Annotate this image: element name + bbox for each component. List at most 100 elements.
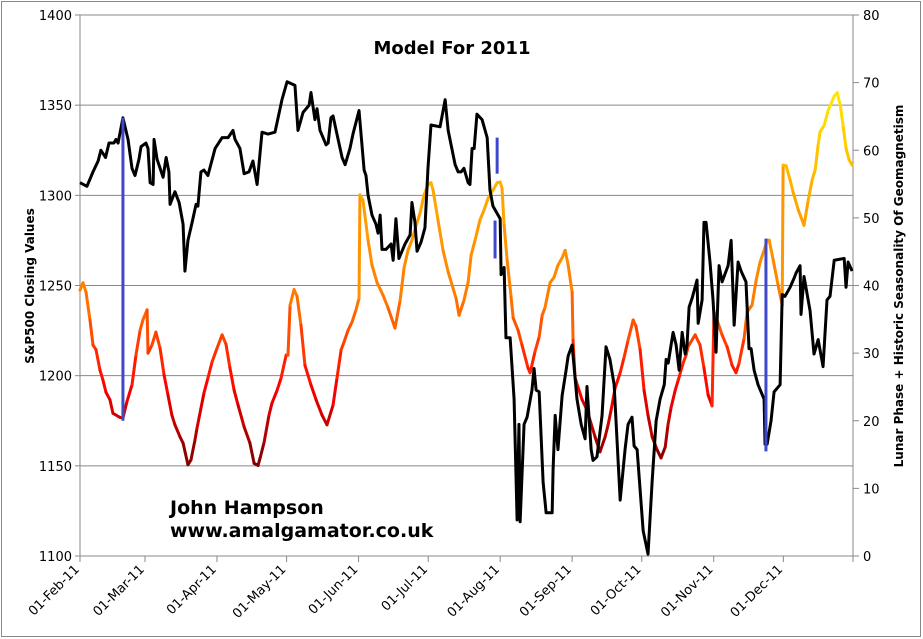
y2-tick-label: 20 <box>863 415 880 430</box>
model-line-segment <box>210 346 219 364</box>
model-line-segment <box>309 383 318 402</box>
model-line-segment <box>288 288 296 307</box>
model-line-segment <box>543 281 552 310</box>
model-line-segment <box>134 328 142 357</box>
model-line-segment <box>528 350 537 375</box>
model-line-segment <box>457 298 466 317</box>
model-line-segment <box>603 423 610 439</box>
model-line-segment <box>375 281 385 297</box>
model-line-segment <box>354 296 361 312</box>
model-line-segment <box>248 441 256 465</box>
model-line-segment <box>303 363 313 387</box>
model-line-segment <box>634 324 642 352</box>
model-line-segment <box>767 238 775 262</box>
model-line-segment <box>181 441 190 467</box>
model-line-segment <box>725 345 734 367</box>
model-line-segment <box>771 258 780 287</box>
model-line-segment <box>81 281 88 294</box>
model-line-segment <box>500 186 506 227</box>
model-line-segment <box>478 208 486 222</box>
y-axis-label: S&P500 Closing Values <box>23 208 37 364</box>
model-line-segment <box>509 295 515 320</box>
y-tick-label: 1100 <box>39 550 72 565</box>
model-line-segment <box>357 193 362 300</box>
model-line-segment <box>224 342 232 370</box>
model-line-segment <box>130 353 138 387</box>
model-line-segment <box>469 238 477 257</box>
model-line-segment <box>350 308 358 324</box>
model-line-segment <box>734 361 741 375</box>
model-line-segment <box>822 108 830 127</box>
model-line-segment <box>286 303 292 357</box>
model-line-segment <box>838 103 845 129</box>
y-tick-label: 1300 <box>39 189 72 204</box>
model-line-segment <box>146 343 154 355</box>
model-line-segment <box>451 286 458 300</box>
model-line-segment <box>446 270 455 290</box>
model-line-segment <box>331 376 339 407</box>
model-line-segment <box>346 320 354 332</box>
model-line-segment <box>844 146 851 162</box>
model-line-segment <box>361 198 370 242</box>
model-line-segment <box>847 158 854 167</box>
model-line-segment <box>431 188 440 222</box>
model-line-segment <box>314 398 324 417</box>
model-line-segment <box>393 298 402 330</box>
chart-title: Model For 2011 <box>374 38 531 59</box>
model-line-segment <box>502 223 509 262</box>
model-line-segment <box>236 403 246 429</box>
model-line-segment <box>108 398 115 415</box>
model-line-segment <box>686 333 697 348</box>
model-line-segment <box>232 388 240 407</box>
model-line-segment <box>206 360 214 380</box>
y2-tick-label: 50 <box>863 212 880 227</box>
model-line-segment <box>791 190 800 212</box>
model-line-segment <box>835 91 842 107</box>
y2-tick-label: 30 <box>863 347 880 362</box>
model-line-segment <box>784 164 792 182</box>
model-line-segment <box>94 348 102 372</box>
model-line-segment <box>436 218 445 252</box>
model-line-segment <box>154 330 162 350</box>
y2-tick-label: 40 <box>863 280 880 295</box>
model-line-segment <box>563 248 570 267</box>
model-line-segment <box>462 280 470 302</box>
model-line-segment <box>750 278 758 307</box>
model-line-segment <box>788 178 795 194</box>
model-line-segment <box>511 316 520 332</box>
model-line-segment <box>162 373 170 397</box>
model-line-segment <box>441 248 450 274</box>
model-line-segment <box>618 355 626 375</box>
model-line-segment <box>275 376 283 392</box>
model-line-segment <box>676 361 685 382</box>
model-line-segment <box>299 323 307 367</box>
model-line-segment <box>802 198 810 227</box>
y-tick-label: 1350 <box>39 99 72 114</box>
model-line-segment <box>566 263 574 294</box>
model-line-segment <box>220 333 228 346</box>
model-line-segment <box>125 383 134 404</box>
model-line-segment <box>267 401 274 417</box>
model-line-segment <box>84 290 92 322</box>
model-line-segment <box>370 263 379 285</box>
model-line-segment <box>189 438 197 462</box>
model-line-segment <box>386 306 397 330</box>
model-line-segment <box>813 143 820 172</box>
model-line-segment <box>193 426 199 442</box>
marker-lines <box>121 117 768 452</box>
model-line-segment <box>841 125 848 150</box>
model-line-segment <box>826 94 836 112</box>
model-line-segment <box>202 376 210 395</box>
model-line-segment <box>666 406 673 427</box>
model-line-segment <box>295 294 303 327</box>
model-line-segment <box>279 353 288 380</box>
y-tick-label: 1250 <box>39 280 72 295</box>
model-line-segment <box>381 293 390 310</box>
model-line-segment <box>606 408 613 427</box>
y-tick-label: 1150 <box>39 460 72 475</box>
model-line-segment <box>720 333 729 349</box>
y2-tick-label: 80 <box>863 9 880 24</box>
model-line-segment <box>659 445 667 460</box>
model-line-segment <box>638 348 646 392</box>
